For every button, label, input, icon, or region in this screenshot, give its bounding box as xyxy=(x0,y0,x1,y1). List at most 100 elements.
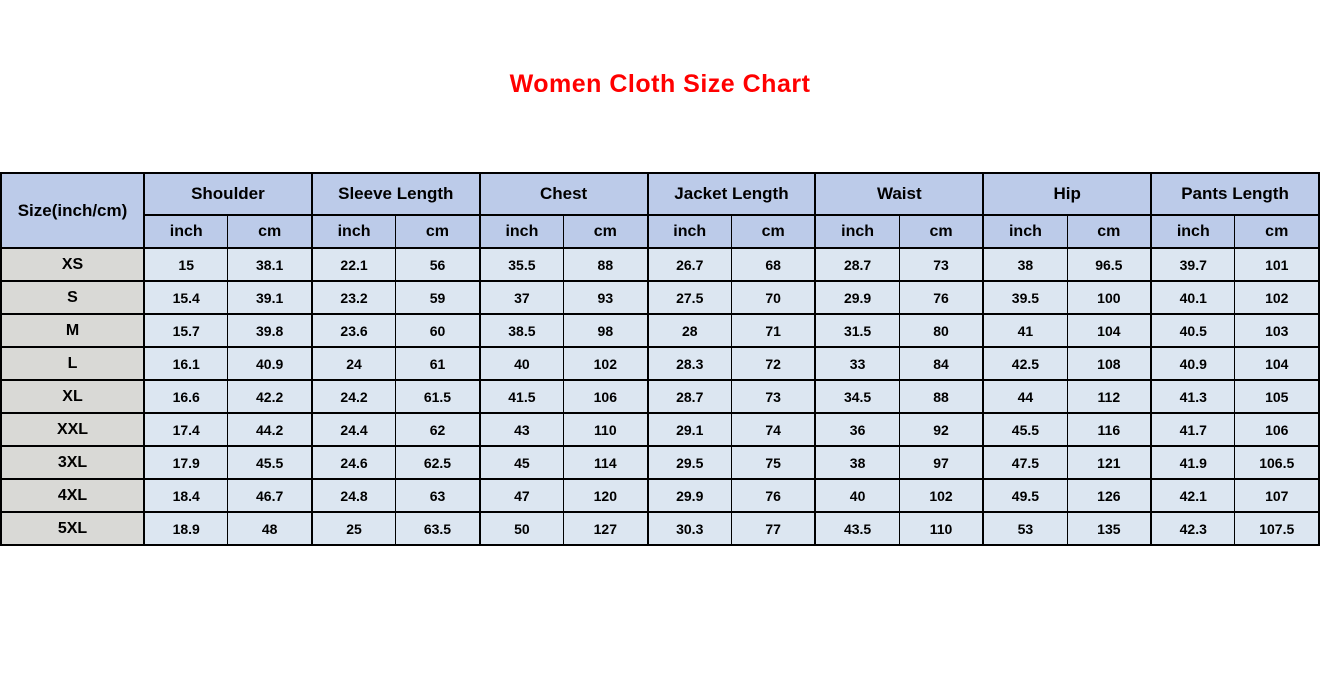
measurement-cell: 41 xyxy=(982,313,1068,348)
measurement-cell: 96.5 xyxy=(1066,247,1152,282)
size-label: XL xyxy=(0,379,145,414)
measurement-cell: 40.9 xyxy=(227,346,313,381)
measurement-cell: 40 xyxy=(478,346,565,381)
measurement-cell: 40.9 xyxy=(1150,346,1236,381)
measurement-cell: 38.5 xyxy=(478,313,565,348)
unit-header-inch: inch xyxy=(478,214,565,249)
size-label: L xyxy=(0,346,145,381)
measurement-cell: 88 xyxy=(563,247,649,282)
measurement-cell: 102 xyxy=(1234,280,1320,315)
measurement-cell: 40 xyxy=(814,478,900,513)
measurement-cell: 63.5 xyxy=(395,511,481,546)
measurement-cell: 43 xyxy=(478,412,565,447)
size-row-3XL: 3XL 17.9 45.5 24.6 62.5 45 114 29.5 75 38 97 47.5 12… xyxy=(0,445,1320,480)
measurement-cell: 45.5 xyxy=(227,445,313,480)
measurement-cell: 71 xyxy=(730,313,816,348)
measurement-cell: 61 xyxy=(395,346,481,381)
measurement-cell: 49.5 xyxy=(982,478,1068,513)
measurement-cell: 114 xyxy=(563,445,649,480)
corner-header-size: Size(inch/cm) xyxy=(0,172,145,249)
measurement-cell: 41.3 xyxy=(1150,379,1236,414)
measurement-cell: 44 xyxy=(982,379,1068,414)
measurement-cell: 42.1 xyxy=(1150,478,1236,513)
group-header-chest: Chest xyxy=(478,172,649,216)
measurement-cell: 28 xyxy=(646,313,732,348)
measurement-cell: 41.7 xyxy=(1150,412,1236,447)
measurement-cell: 127 xyxy=(563,511,649,546)
measurement-cell: 103 xyxy=(1234,313,1320,348)
unit-header-cm: cm xyxy=(898,214,984,249)
size-row-4XL: 4XL 18.4 46.7 24.8 63 47 120 29.9 76 40 102 49.5 126… xyxy=(0,478,1320,513)
group-header-shoulder: Shoulder xyxy=(143,172,313,216)
measurement-cell: 106.5 xyxy=(1234,445,1320,480)
size-row-XS: XS 15 38.1 22.1 56 35.5 88 26.7 68 28.7 73 38 96.5 39… xyxy=(0,247,1320,282)
measurement-cell: 110 xyxy=(898,511,984,546)
measurement-cell: 36 xyxy=(814,412,900,447)
size-label: XS xyxy=(0,247,145,282)
size-label: 3XL xyxy=(0,445,145,480)
measurement-cell: 62.5 xyxy=(395,445,481,480)
measurement-cell: 16.1 xyxy=(143,346,229,381)
measurement-cell: 61.5 xyxy=(395,379,481,414)
measurement-cell: 39.5 xyxy=(982,280,1068,315)
measurement-cell: 39.1 xyxy=(227,280,313,315)
measurement-cell: 42.3 xyxy=(1150,511,1236,546)
measurement-cell: 24.4 xyxy=(310,412,397,447)
measurement-cell: 93 xyxy=(563,280,649,315)
measurement-cell: 29.1 xyxy=(646,412,732,447)
group-header-sleeve-length: Sleeve Length xyxy=(310,172,481,216)
measurement-cell: 40.5 xyxy=(1150,313,1236,348)
measurement-cell: 34.5 xyxy=(814,379,900,414)
size-label: 4XL xyxy=(0,478,145,513)
measurement-cell: 70 xyxy=(730,280,816,315)
measurement-cell: 135 xyxy=(1066,511,1152,546)
size-row-XL: XL 16.6 42.2 24.2 61.5 41.5 106 28.7 73 34.5 88 44 1… xyxy=(0,379,1320,414)
measurement-cell: 63 xyxy=(395,478,481,513)
measurement-cell: 39.7 xyxy=(1150,247,1236,282)
measurement-cell: 105 xyxy=(1234,379,1320,414)
measurement-cell: 73 xyxy=(898,247,984,282)
measurement-cell: 102 xyxy=(898,478,984,513)
measurement-cell: 35.5 xyxy=(478,247,565,282)
measurement-cell: 88 xyxy=(898,379,984,414)
measurement-cell: 31.5 xyxy=(814,313,900,348)
measurement-cell: 76 xyxy=(730,478,816,513)
measurement-cell: 107 xyxy=(1234,478,1320,513)
measurement-cell: 46.7 xyxy=(227,478,313,513)
measurement-cell: 116 xyxy=(1066,412,1152,447)
measurement-cell: 16.6 xyxy=(143,379,229,414)
measurement-cell: 24 xyxy=(310,346,397,381)
size-row-M: M 15.7 39.8 23.6 60 38.5 98 28 71 31.5 80 41 104 40.5… xyxy=(0,313,1320,348)
measurement-cell: 80 xyxy=(898,313,984,348)
measurement-cell: 45 xyxy=(478,445,565,480)
unit-header-inch: inch xyxy=(310,214,397,249)
measurement-cell: 37 xyxy=(478,280,565,315)
measurement-cell: 126 xyxy=(1066,478,1152,513)
measurement-cell: 29.9 xyxy=(814,280,900,315)
measurement-cell: 107.5 xyxy=(1234,511,1320,546)
measurement-cell: 76 xyxy=(898,280,984,315)
measurement-cell: 92 xyxy=(898,412,984,447)
size-row-L: L 16.1 40.9 24 61 40 102 28.3 72 33 84 42.5 108 40.9 1… xyxy=(0,346,1320,381)
measurement-cell: 112 xyxy=(1066,379,1152,414)
size-label: XXL xyxy=(0,412,145,447)
size-row-S: S 15.4 39.1 23.2 59 37 93 27.5 70 29.9 76 39.5 100 40… xyxy=(0,280,1320,315)
measurement-cell: 33 xyxy=(814,346,900,381)
measurement-cell: 60 xyxy=(395,313,481,348)
measurement-cell: 104 xyxy=(1066,313,1152,348)
measurement-cell: 41.9 xyxy=(1150,445,1236,480)
measurement-cell: 28.3 xyxy=(646,346,732,381)
measurement-cell: 120 xyxy=(563,478,649,513)
measurement-cell: 50 xyxy=(478,511,565,546)
unit-header-cm: cm xyxy=(227,214,313,249)
unit-header-cm: cm xyxy=(563,214,649,249)
measurement-cell: 48 xyxy=(227,511,313,546)
measurement-cell: 53 xyxy=(982,511,1068,546)
unit-header-cm: cm xyxy=(730,214,816,249)
measurement-cell: 24.8 xyxy=(310,478,397,513)
page-title: Women Cloth Size Chart xyxy=(509,70,811,98)
measurement-cell: 24.2 xyxy=(310,379,397,414)
measurement-cell: 40.1 xyxy=(1150,280,1236,315)
measurement-cell: 74 xyxy=(730,412,816,447)
measurement-cell: 73 xyxy=(730,379,816,414)
